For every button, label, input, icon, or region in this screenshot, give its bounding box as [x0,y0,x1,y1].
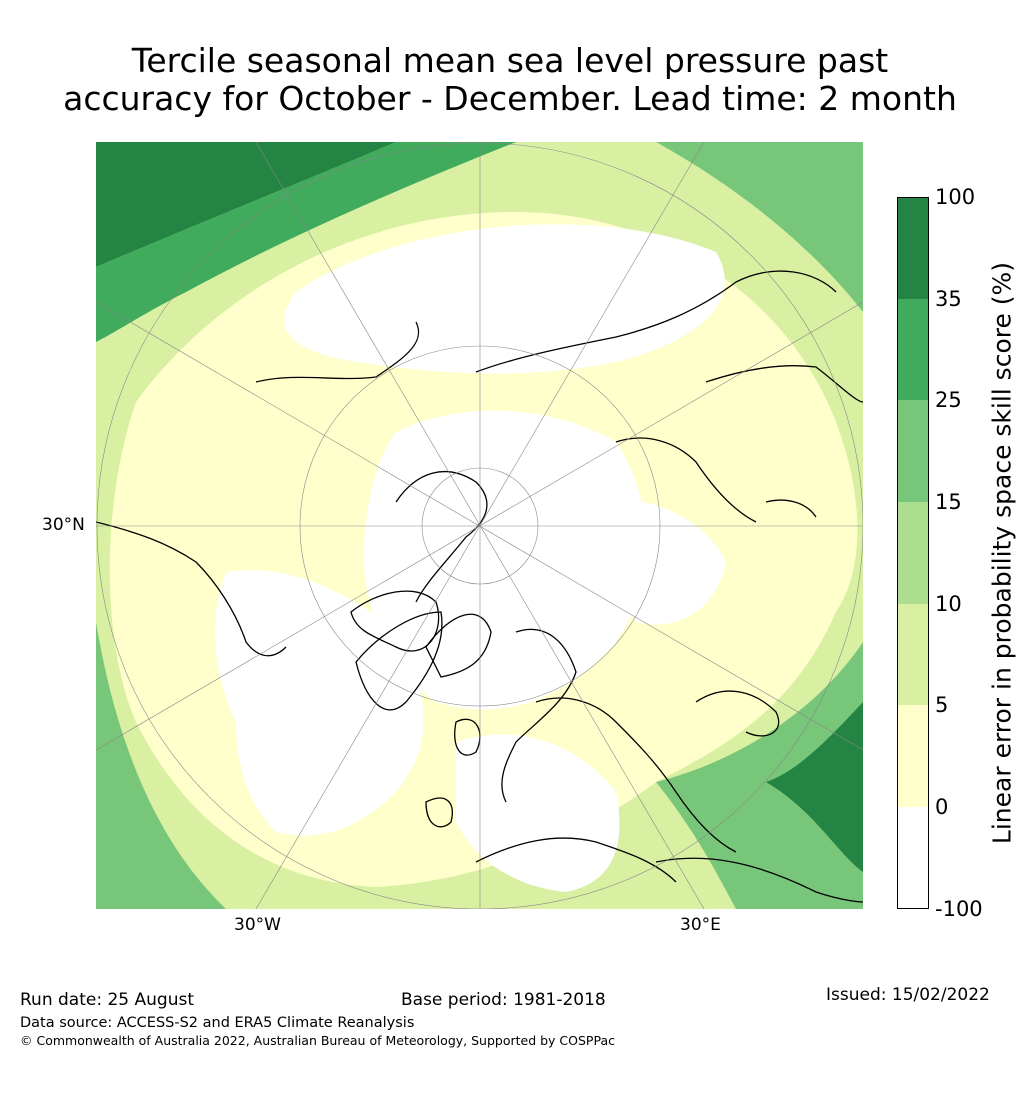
colorbar-bin-neg [897,807,929,909]
issued-date: Issued: 15/02/2022 [826,985,990,1005]
skill-band-negative-north [284,224,725,374]
coastlines [96,270,863,903]
skill-band-negative-atlantic [215,570,424,836]
skill-band-35-100-se [766,702,863,872]
run-date: Run date: 25 August [20,990,194,1010]
lon-label-30e: 30°E [680,915,721,935]
skill-band-15-25-sw [96,622,226,909]
lat-label-30n: 30°N [42,515,85,535]
polar-skill-map [96,142,863,909]
colorbar [897,197,929,909]
colorbar-tick-25: 25 [935,388,962,412]
skill-band-negative-pole [363,410,646,710]
skill-band-15-25-ne [656,142,863,312]
colorbar-bin-25-35 [897,299,929,400]
colorbar-tick-15: 15 [935,490,962,514]
copyright: © Commonwealth of Australia 2022, Austra… [20,1033,615,1048]
skill-band-15-25-se [656,642,863,909]
colorbar-bin-35-100 [897,197,929,299]
graticule [96,142,863,909]
data-source: Data source: ACCESS-S2 and ERA5 Climate … [20,1015,415,1031]
colorbar-tick-100: 100 [935,185,976,209]
colorbar-bin-0-5 [897,705,929,807]
chart-title-line-2: accuracy for October - December. Lead ti… [63,79,957,118]
colorbar-tick-neg100: -100 [935,897,983,921]
colorbar-tick-35: 35 [935,287,962,311]
colorbar-tick-5: 5 [935,693,949,717]
colorbar-tick-10: 10 [935,592,962,616]
skill-band-25-35 [96,142,516,342]
colorbar-bin-15-25 [897,400,929,502]
colorbar-tick-0: 0 [935,795,949,819]
colorbar-bin-10-15 [897,502,929,604]
lon-label-30w: 30°W [234,915,281,935]
base-period: Base period: 1981-2018 [401,990,606,1010]
chart-title-line-1: Tercile seasonal mean sea level pressure… [131,41,889,80]
skill-band-negative-asia [595,500,726,625]
skill-band-35-100 [96,142,396,267]
colorbar-label: Linear error in probability space skill … [987,261,1017,845]
colorbar-bin-5-10 [897,604,929,705]
